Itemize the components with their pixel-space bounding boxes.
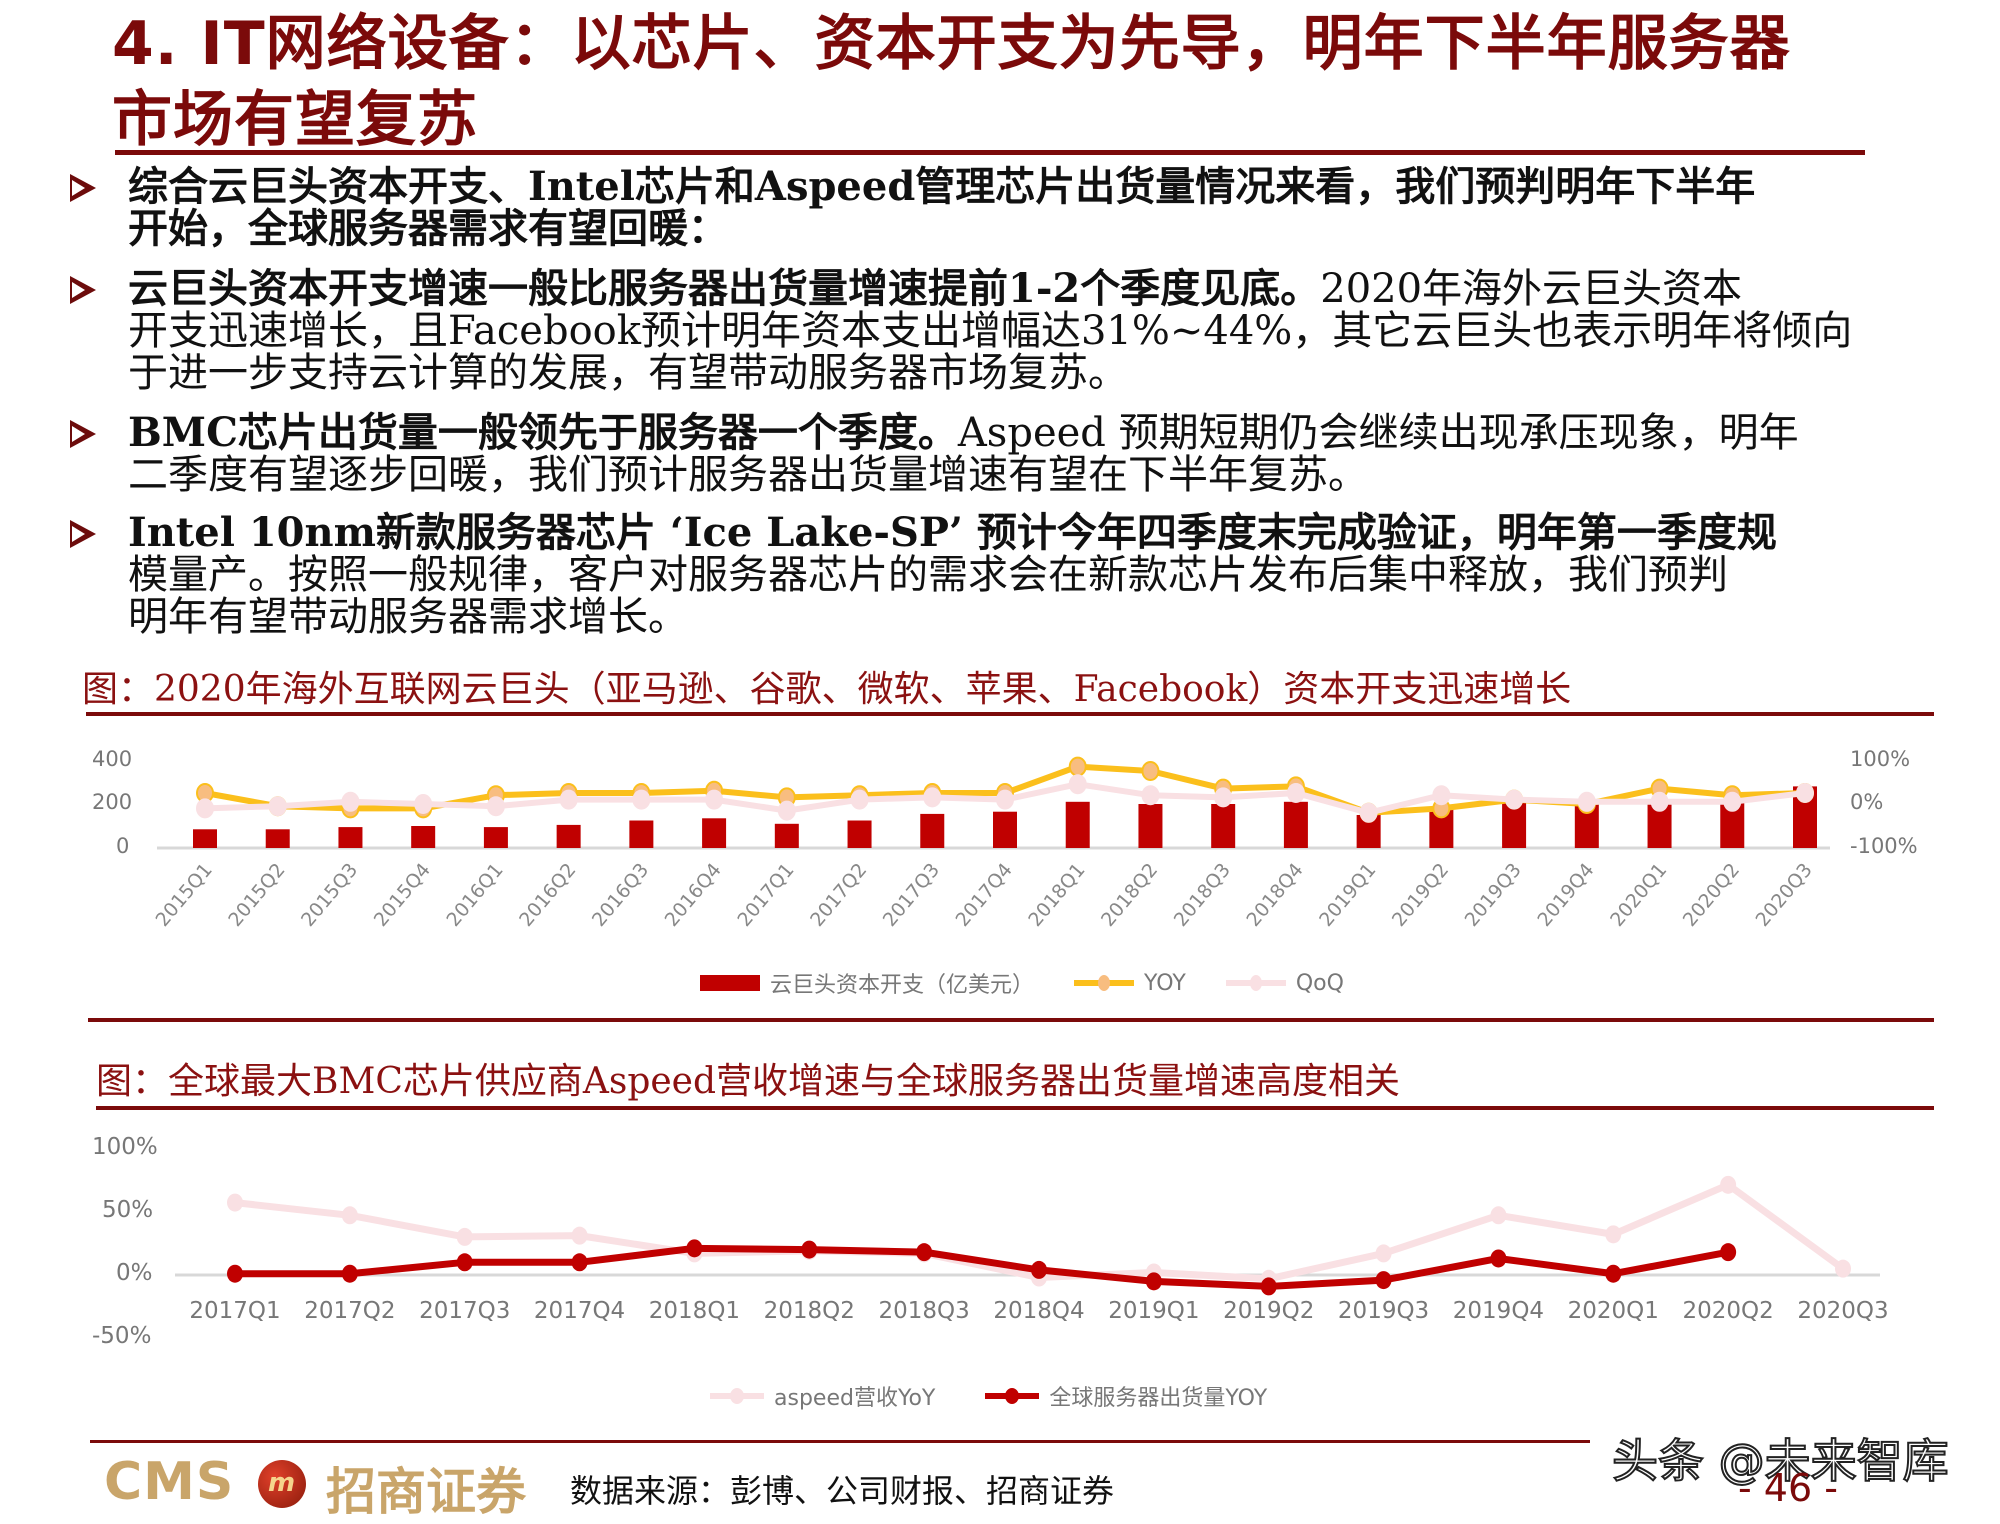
legend-bar-swatch-icon [700, 975, 760, 991]
bullet-1-line1: 综合云巨头资本开支、Intel芯片和Aspeed管理芯片出货量情况来看，我们预判… [128, 163, 1756, 210]
bullet-3-line2: 二季度有望逐步回暖，我们预计服务器出货量增速有望在下半年复苏。 [128, 452, 1368, 498]
legend-capex-label: 云巨头资本开支（亿美元） [770, 973, 1035, 998]
legend-aspeed-swatch-icon [710, 1388, 764, 1404]
watermark: 头条 @未来智库 [1611, 1433, 1950, 1489]
legend-qoq-swatch-icon [1225, 975, 1286, 991]
bullet-arrow-icon [70, 174, 96, 202]
cms-logo-text: CMS [104, 1452, 235, 1512]
figure2-caption-rule [96, 1106, 1934, 1110]
bullet-2-line2: 开支迅速增长，且Facebook预计明年资本支出增幅达31%~44%，其它云巨头… [128, 308, 1853, 354]
svg-text:2018Q4: 2018Q4 [993, 1298, 1084, 1324]
svg-text:2019Q4: 2019Q4 [1453, 1298, 1544, 1324]
figure-divider [88, 1018, 1934, 1022]
legend-yoy-label: YOY [1144, 970, 1186, 996]
cms-logo-icon: m [258, 1460, 306, 1508]
legend-yoy-swatch-icon [1074, 975, 1135, 991]
svg-text:2018Q2: 2018Q2 [764, 1298, 855, 1324]
capex-chart: 2015Q1 2015Q2 2015Q3 2015Q4 2016Q1 2016Q2 2016… [152, 756, 1830, 931]
footer-rule [90, 1440, 1590, 1443]
figure1-caption-rule [86, 712, 1934, 716]
svg-text:2018Q1: 2018Q1 [649, 1298, 740, 1324]
legend-server-swatch-icon [985, 1388, 1040, 1404]
legend-qoq-label: QoQ [1295, 970, 1344, 996]
cms-logo-chinese: 招商证券 [326, 1462, 526, 1521]
svg-text:2017Q1: 2017Q1 [189, 1298, 280, 1324]
fig1-left-tick-0: 0 [116, 834, 130, 858]
page-number: - 46 - [1738, 1466, 1838, 1510]
fig1-right-tick-100: 100% [1850, 747, 1911, 771]
svg-text:2019Q3: 2019Q3 [1338, 1298, 1429, 1324]
bullet-arrow-icon [70, 420, 96, 448]
bullet-2-lead: 云巨头资本开支增速一般比服务器出货量增速提前1-2个季度见底。 [128, 265, 1321, 312]
bullet-2-rest: 2020年海外云巨头资本 [1320, 266, 1743, 312]
fig1-right-tick-neg100: -100% [1850, 834, 1918, 858]
bullet-4-line2: 模量产。按照一般规律，客户对服务器芯片的需求会在新款芯片发布后集中释放，我们预判 [128, 552, 1728, 598]
bullet-4-line3: 明年有望带动服务器需求增长。 [128, 594, 688, 640]
bullet-arrow-icon [70, 520, 96, 548]
bullet-3-lead: BMC芯片出货量一般领先于服务器一个季度。 [128, 409, 958, 456]
legend-server-label: 全球服务器出货量YOY [1049, 1386, 1268, 1411]
figure2-legend: aspeed营收YoY 全球服务器出货量YOY [710, 1380, 1267, 1412]
page-title-line2: 市场有望复苏 [112, 85, 478, 155]
svg-text:2018Q3: 2018Q3 [879, 1298, 970, 1324]
legend-aspeed-label: aspeed营收YoY [774, 1386, 936, 1411]
fig2-tick-0: 0% [116, 1260, 153, 1286]
svg-text:2019Q2: 2019Q2 [1223, 1298, 1314, 1324]
svg-text:2020Q1: 2020Q1 [1568, 1298, 1659, 1324]
title-underline [115, 150, 1865, 155]
figure1-legend: 云巨头资本开支（亿美元） YOY QoQ [700, 967, 1344, 999]
page-title-line1: 4. IT网络设备：以芯片、资本开支为先导，明年下半年服务器 [112, 9, 1791, 79]
bullet-3-rest: Aspeed 预期短期仍会继续出现承压现象，明年 [957, 410, 1799, 456]
data-source: 数据来源：彭博、公司财报、招商证券 [570, 1472, 1115, 1510]
svg-text:2017Q3: 2017Q3 [419, 1298, 510, 1324]
svg-text:2017Q4: 2017Q4 [534, 1298, 625, 1324]
fig1-right-tick-0: 0% [1850, 790, 1884, 814]
fig2-tick-neg50: -50% [92, 1323, 152, 1349]
svg-text:2017Q2: 2017Q2 [304, 1298, 395, 1324]
fig2-tick-50: 50% [102, 1197, 154, 1223]
bullet-1-line2: 开始，全球服务器需求有望回暖： [128, 205, 728, 252]
svg-text:2020Q3: 2020Q3 [1797, 1298, 1888, 1324]
svg-text:2020Q2: 2020Q2 [1683, 1298, 1774, 1324]
fig1-left-tick-200: 200 [92, 790, 133, 814]
bullet-4-lead: Intel 10nm新款服务器芯片 ‘Ice Lake-SP’ 预计今年四季度末… [128, 509, 1777, 556]
svg-text:2019Q1: 2019Q1 [1108, 1298, 1199, 1324]
bullet-2-line3: 于进一步支持云计算的发展，有望带动服务器市场复苏。 [128, 350, 1128, 396]
bullet-arrow-icon [70, 276, 96, 304]
figure1-caption: 图：2020年海外互联网云巨头（亚马逊、谷歌、微软、苹果、Facebook）资本… [82, 669, 1572, 710]
fig1-left-tick-400: 400 [92, 747, 133, 771]
fig2-tick-100: 100% [92, 1134, 158, 1160]
figure2-caption: 图：全球最大BMC芯片供应商Aspeed营收增速与全球服务器出货量增速高度相关 [96, 1061, 1401, 1102]
